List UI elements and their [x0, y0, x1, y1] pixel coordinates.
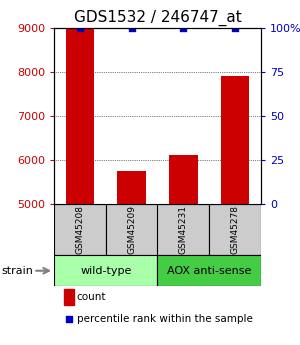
Bar: [64, 289, 74, 305]
Point: [67, 316, 71, 322]
Text: GSM45231: GSM45231: [179, 205, 188, 254]
Point: [181, 25, 186, 30]
Text: GSM45208: GSM45208: [75, 205, 84, 254]
Text: GSM45278: GSM45278: [231, 205, 240, 254]
Text: strain: strain: [2, 266, 33, 276]
Text: percentile rank within the sample: percentile rank within the sample: [77, 314, 253, 324]
Bar: [106, 204, 158, 255]
Bar: [117, 171, 146, 204]
Bar: [169, 155, 198, 204]
Point: [233, 25, 238, 30]
Bar: [54, 204, 106, 255]
Text: GSM45209: GSM45209: [127, 205, 136, 254]
Point: [129, 25, 134, 30]
Point: [77, 25, 82, 30]
Text: count: count: [77, 292, 106, 302]
Text: wild-type: wild-type: [80, 266, 131, 276]
Bar: [66, 28, 94, 204]
Bar: [158, 204, 209, 255]
Bar: [158, 255, 261, 286]
Bar: [209, 204, 261, 255]
Text: AOX anti-sense: AOX anti-sense: [167, 266, 251, 276]
Bar: [54, 255, 158, 286]
Title: GDS1532 / 246747_at: GDS1532 / 246747_at: [74, 10, 242, 26]
Bar: [221, 76, 249, 204]
